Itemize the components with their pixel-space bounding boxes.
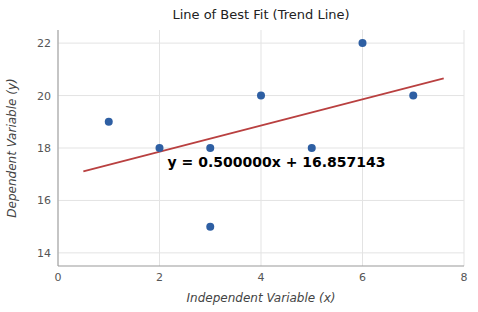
y-tick-label: 20 bbox=[37, 90, 51, 103]
equation-annotation: y = 0.500000x + 16.857143 bbox=[168, 154, 386, 170]
scatter-point bbox=[308, 144, 316, 152]
grid-line-y bbox=[58, 148, 464, 149]
x-tick-label: 2 bbox=[156, 271, 163, 284]
grid-line-x bbox=[58, 30, 59, 266]
scatter-point bbox=[359, 39, 367, 47]
plot-area bbox=[83, 39, 443, 231]
y-tick-label: 14 bbox=[37, 247, 51, 260]
y-axis-label: Dependent Variable (y) bbox=[5, 78, 19, 217]
scatter-point bbox=[257, 92, 265, 100]
scatter-point bbox=[206, 144, 214, 152]
y-tick-label: 16 bbox=[37, 194, 51, 207]
grid-line-y bbox=[58, 252, 464, 253]
grid-line-y bbox=[58, 200, 464, 201]
scatter-point bbox=[156, 144, 164, 152]
scatter-point bbox=[409, 92, 417, 100]
scatter-point bbox=[206, 223, 214, 231]
x-axis-line bbox=[58, 266, 464, 267]
grid bbox=[58, 30, 464, 266]
chart-container: 0 2 4 6 8 14 16 18 20 22 y = 0.500000x + 16.857143… bbox=[0, 0, 478, 312]
scatter-point bbox=[105, 118, 113, 126]
x-tick-label: 0 bbox=[55, 271, 62, 284]
x-tick-label: 4 bbox=[258, 271, 265, 284]
grid-line-y bbox=[58, 43, 464, 44]
chart-title: Line of Best Fit (Trend Line) bbox=[172, 7, 349, 22]
y-tick-label: 22 bbox=[37, 37, 51, 50]
x-axis-label: Independent Variable (x) bbox=[187, 291, 336, 305]
x-tick-label: 8 bbox=[461, 271, 468, 284]
x-tick-label: 6 bbox=[359, 271, 366, 284]
y-axis-line bbox=[58, 30, 59, 266]
y-tick-label: 18 bbox=[37, 142, 51, 155]
trend-line bbox=[83, 78, 443, 171]
chart: 0 2 4 6 8 14 16 18 20 22 y = 0.500000x + 16.857143… bbox=[0, 0, 478, 312]
